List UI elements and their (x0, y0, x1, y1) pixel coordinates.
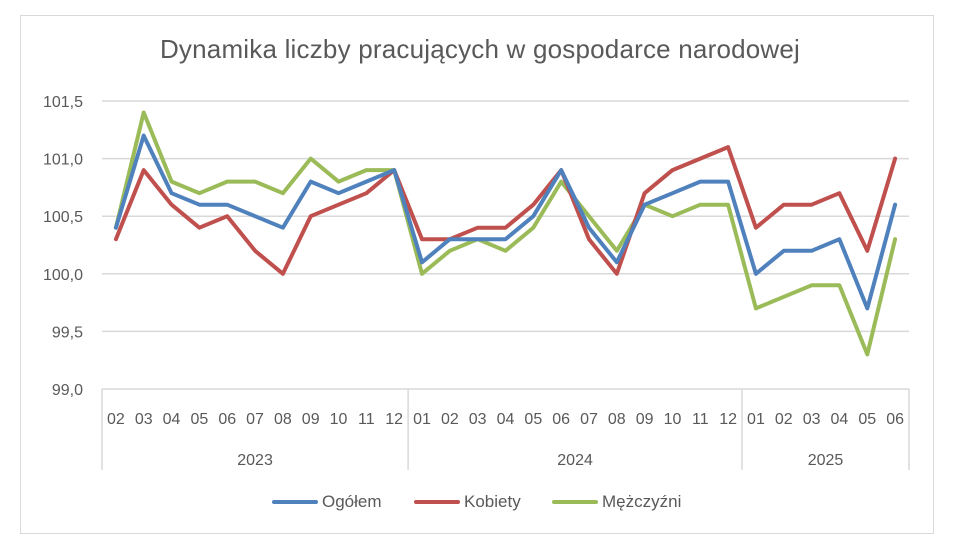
x-tick-month: 11 (358, 411, 375, 428)
legend-label: Kobiety (464, 492, 521, 511)
y-tick-label: 100,0 (43, 267, 83, 284)
x-tick-month: 02 (775, 411, 793, 428)
x-tick-month: 07 (580, 411, 598, 428)
x-tick-month: 03 (135, 411, 153, 428)
x-tick-month: 05 (858, 411, 876, 428)
y-tick-label: 99,5 (52, 324, 83, 341)
legend-swatch-kobiety (414, 500, 460, 504)
x-tick-month: 07 (246, 411, 264, 428)
x-tick-month: 09 (302, 411, 320, 428)
legend-item-mezczyzni: Mężczyźni (552, 490, 681, 514)
x-tick-month: 01 (747, 411, 765, 428)
x-tick-month: 03 (469, 411, 487, 428)
x-tick-month: 03 (803, 411, 821, 428)
y-tick-label: 101,5 (43, 94, 83, 111)
series-line-kobiety (113, 145, 898, 276)
legend-item-ogolem: Ogółem (272, 490, 382, 514)
legend: Ogółem Kobiety Mężczyźni (0, 490, 960, 514)
x-tick-month: 10 (664, 411, 682, 428)
legend-label: Ogółem (322, 492, 382, 511)
legend-label: Mężczyźni (602, 492, 682, 511)
legend-swatch-mezczyzni (552, 500, 598, 504)
y-tick-label: 101,0 (43, 152, 83, 169)
x-tick-month: 08 (608, 411, 626, 428)
x-tick-month: 12 (385, 411, 403, 428)
x-tick-month: 10 (330, 411, 348, 428)
chart-title: Dynamika liczby pracujących w gospodarce… (159, 34, 801, 64)
series-line-mężczyźni (113, 110, 898, 357)
y-axis-labels: 101,5 101,0 100,5 100,0 99,5 99,0 (43, 94, 83, 399)
x-tick-year: 2024 (557, 452, 593, 469)
x-tick-month: 06 (886, 411, 904, 428)
x-tick-month: 05 (190, 411, 208, 428)
x-tick-year: 2023 (237, 452, 273, 469)
gridlines (102, 100, 909, 333)
x-axis-categories: 02 03 04 05 06 07 08 09 10 11 12 2023 01 02 03 04 05 06 07… (101, 388, 910, 470)
x-tick-month: 01 (413, 411, 431, 428)
x-tick-month: 02 (441, 411, 459, 428)
x-tick-month: 06 (218, 411, 236, 428)
series-line-ogółem (113, 133, 898, 311)
x-tick-year: 2025 (808, 452, 844, 469)
x-tick-month: 02 (107, 411, 125, 428)
y-tick-label: 100,5 (43, 209, 83, 226)
x-tick-month: 04 (497, 411, 515, 428)
x-tick-month: 05 (524, 411, 542, 428)
legend-swatch-ogolem (272, 500, 318, 504)
x-tick-month: 11 (692, 411, 709, 428)
x-tick-month: 09 (636, 411, 654, 428)
x-tick-month: 08 (274, 411, 292, 428)
x-tick-month: 04 (831, 411, 849, 428)
legend-item-kobiety: Kobiety (414, 490, 521, 514)
data-series (113, 110, 898, 357)
y-tick-label: 99,0 (52, 382, 83, 399)
x-tick-month: 12 (719, 411, 737, 428)
x-tick-month: 06 (552, 411, 570, 428)
x-tick-month: 04 (163, 411, 181, 428)
